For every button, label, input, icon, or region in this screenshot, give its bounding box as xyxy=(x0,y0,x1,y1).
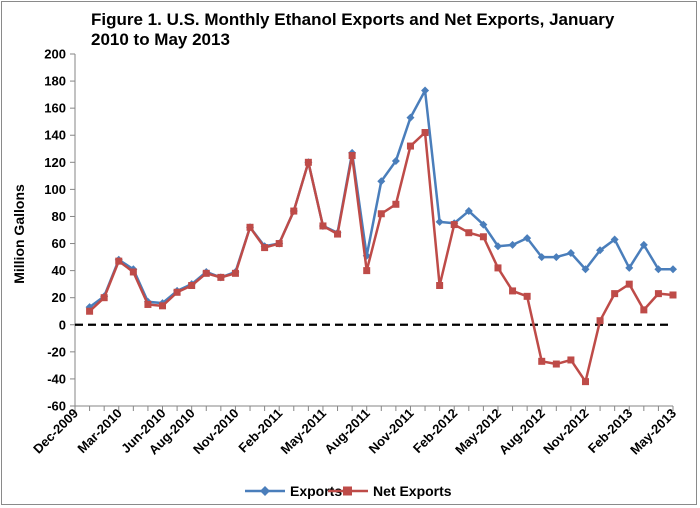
series-net-exports-point xyxy=(654,290,662,298)
series-net-exports-point xyxy=(596,317,604,325)
legend: Exports Net Exports xyxy=(245,483,452,499)
series-net-exports-point xyxy=(159,302,167,310)
x-tick-label: Nov-2010 xyxy=(190,406,241,457)
series-exports-point xyxy=(537,253,546,262)
chart-title-line2: 2010 to May 2013 xyxy=(91,30,230,49)
series-exports-point xyxy=(464,207,473,216)
series-net-exports-point xyxy=(217,273,225,281)
series-exports-point xyxy=(479,220,488,229)
chart-title-line1: Figure 1. U.S. Monthly Ethanol Exports a… xyxy=(91,10,615,29)
series-net-exports-line xyxy=(88,131,674,383)
y-tick-label: 120 xyxy=(44,155,66,170)
series-exports-point xyxy=(435,217,444,226)
series-exports-point xyxy=(625,263,634,272)
x-tick-label: May-2013 xyxy=(627,406,679,458)
y-tick-label: 0 xyxy=(59,317,66,332)
series-exports-point xyxy=(581,265,590,274)
y-tick-label: 180 xyxy=(44,74,66,89)
y-tick-label: 40 xyxy=(52,263,66,278)
axes-group: -60-40-20020406080100120140160180200Dec-… xyxy=(30,47,679,458)
series-net-exports-point xyxy=(523,292,531,300)
series-net-exports-point xyxy=(640,306,648,314)
y-tick-label: 60 xyxy=(52,236,66,251)
series-net-exports-point xyxy=(304,158,312,166)
series-net-exports-point xyxy=(334,230,342,238)
x-tick-label: Aug-2011 xyxy=(321,406,372,457)
series-net-exports-point xyxy=(261,244,269,252)
series-net-exports-point xyxy=(538,357,546,365)
series-net-exports-point xyxy=(86,307,94,315)
y-tick-label: -20 xyxy=(47,344,66,359)
series-exports-point xyxy=(406,113,415,122)
legend-net-exports-marker xyxy=(343,486,352,496)
legend-exports-label: Exports xyxy=(290,483,342,499)
y-tick-label: 80 xyxy=(52,209,66,224)
series-exports-point xyxy=(508,240,517,249)
series-exports-point xyxy=(596,246,605,255)
series-net-exports-point xyxy=(392,200,400,208)
series-net-exports-point xyxy=(625,280,633,288)
series-net-exports-point xyxy=(115,257,123,265)
series-exports-point xyxy=(391,156,400,165)
x-tick-label: May-2011 xyxy=(278,406,329,457)
y-tick-label: 200 xyxy=(44,47,66,62)
series-exports-point xyxy=(639,240,648,249)
series-exports-point xyxy=(566,249,575,258)
series-exports-point xyxy=(654,265,663,274)
series-exports-point xyxy=(421,86,430,95)
legend-exports-marker xyxy=(260,486,270,496)
series-net-exports-point xyxy=(129,268,137,276)
y-axis-label: Million Gallons xyxy=(11,184,27,284)
series-net-exports-point xyxy=(450,221,458,229)
y-tick-label: -60 xyxy=(47,399,66,414)
series-net-exports-point xyxy=(436,282,444,290)
series-net-exports-point xyxy=(144,300,152,308)
series-net-exports-point xyxy=(348,152,356,160)
series-exports-line xyxy=(88,89,673,309)
series-net-exports-point xyxy=(173,288,181,296)
series-net-exports-point xyxy=(100,294,108,302)
series-net-exports-point xyxy=(611,290,619,298)
series-net-exports-point xyxy=(202,269,210,277)
y-tick-label: 20 xyxy=(52,290,66,305)
y-tick-label: 100 xyxy=(44,182,66,197)
series-exports-point xyxy=(493,242,502,251)
series-net-exports-point xyxy=(567,356,575,364)
series-net-exports-point xyxy=(581,378,589,386)
x-tick-label: Nov-2011 xyxy=(366,406,417,457)
y-tick-label: 160 xyxy=(44,101,66,116)
y-tick-label: 140 xyxy=(44,128,66,143)
series-exports-point xyxy=(523,234,532,243)
series-net-exports-point xyxy=(377,210,385,218)
series-net-exports-point xyxy=(669,291,677,299)
series-exports-point xyxy=(669,265,677,274)
series-exports-point xyxy=(552,253,561,262)
series-net-exports-point xyxy=(509,287,517,295)
legend-net-exports-label: Net Exports xyxy=(373,483,452,499)
series-net-exports-point xyxy=(188,282,196,290)
x-tick-label: Mar-2010 xyxy=(74,406,124,456)
series-net-exports-point xyxy=(275,240,283,248)
series-net-exports-point xyxy=(319,222,327,230)
series-net-exports-point xyxy=(363,267,371,275)
x-tick-label: Nov-2012 xyxy=(540,406,591,457)
x-tick-label: May-2012 xyxy=(452,406,504,458)
series-net-exports-point xyxy=(290,207,298,215)
series-net-exports-point xyxy=(494,264,502,272)
series-group xyxy=(85,86,677,386)
series-net-exports-point xyxy=(479,233,487,241)
series-net-exports-point xyxy=(552,360,560,368)
series-exports-point xyxy=(377,177,386,186)
y-tick-label: -40 xyxy=(47,371,66,386)
series-net-exports-point xyxy=(246,223,254,231)
x-tick-label: Aug-2012 xyxy=(496,406,548,458)
series-exports-point xyxy=(610,235,619,244)
series-net-exports-point xyxy=(465,229,473,237)
series-net-exports-point xyxy=(406,142,414,150)
series-net-exports-point xyxy=(231,269,239,277)
series-net-exports-point xyxy=(421,129,429,137)
